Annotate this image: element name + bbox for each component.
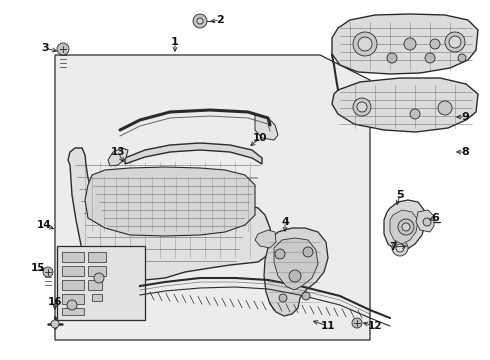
Bar (62, 280, 84, 290)
Text: 9: 9 (461, 112, 469, 122)
Bar (62, 266, 84, 276)
Text: 15: 15 (31, 263, 45, 273)
Circle shape (353, 98, 371, 116)
Circle shape (410, 109, 420, 119)
Text: 5: 5 (396, 190, 404, 200)
Circle shape (358, 37, 372, 51)
Circle shape (449, 36, 461, 48)
Polygon shape (125, 143, 262, 164)
Text: 13: 13 (111, 147, 125, 157)
Circle shape (51, 320, 59, 328)
Circle shape (94, 273, 104, 283)
Circle shape (353, 32, 377, 56)
Text: 4: 4 (281, 217, 289, 227)
Polygon shape (68, 148, 272, 280)
Polygon shape (108, 148, 128, 166)
Circle shape (445, 32, 465, 52)
Circle shape (404, 38, 416, 50)
Circle shape (392, 240, 408, 256)
Text: 11: 11 (321, 321, 335, 331)
Polygon shape (264, 228, 328, 316)
Text: 10: 10 (253, 133, 267, 143)
Circle shape (430, 39, 440, 49)
Text: 8: 8 (461, 147, 469, 157)
Circle shape (43, 267, 53, 277)
Circle shape (402, 223, 410, 231)
Polygon shape (390, 210, 418, 244)
Text: 14: 14 (37, 220, 51, 230)
Circle shape (398, 219, 414, 235)
Polygon shape (332, 78, 478, 132)
Polygon shape (255, 115, 278, 140)
Bar (62, 294, 84, 304)
Circle shape (425, 53, 435, 63)
Circle shape (303, 247, 313, 257)
Circle shape (279, 294, 287, 302)
Bar (57, 246, 145, 320)
Circle shape (396, 244, 404, 252)
Circle shape (197, 18, 203, 24)
Bar (92, 294, 102, 301)
Circle shape (275, 249, 285, 259)
Text: 12: 12 (368, 321, 382, 331)
Polygon shape (255, 230, 276, 248)
Circle shape (67, 300, 77, 310)
Polygon shape (55, 55, 370, 340)
Circle shape (458, 54, 466, 62)
Circle shape (57, 43, 69, 55)
Circle shape (289, 270, 301, 282)
Polygon shape (384, 200, 426, 250)
Bar (88, 266, 106, 276)
Bar (62, 308, 84, 315)
Text: 1: 1 (171, 37, 179, 47)
Bar (62, 252, 84, 262)
Polygon shape (274, 238, 318, 290)
Bar (88, 252, 106, 262)
Text: 3: 3 (41, 43, 49, 53)
Text: 7: 7 (389, 242, 397, 252)
Circle shape (302, 292, 310, 300)
Polygon shape (416, 210, 434, 232)
Text: 6: 6 (431, 213, 439, 223)
Polygon shape (85, 167, 255, 236)
Bar (88, 280, 102, 290)
Text: 2: 2 (216, 15, 224, 25)
Text: 16: 16 (48, 297, 62, 307)
Circle shape (387, 53, 397, 63)
Circle shape (357, 102, 367, 112)
Circle shape (423, 218, 431, 226)
Circle shape (193, 14, 207, 28)
Circle shape (438, 101, 452, 115)
Circle shape (352, 318, 362, 328)
Polygon shape (332, 14, 478, 74)
